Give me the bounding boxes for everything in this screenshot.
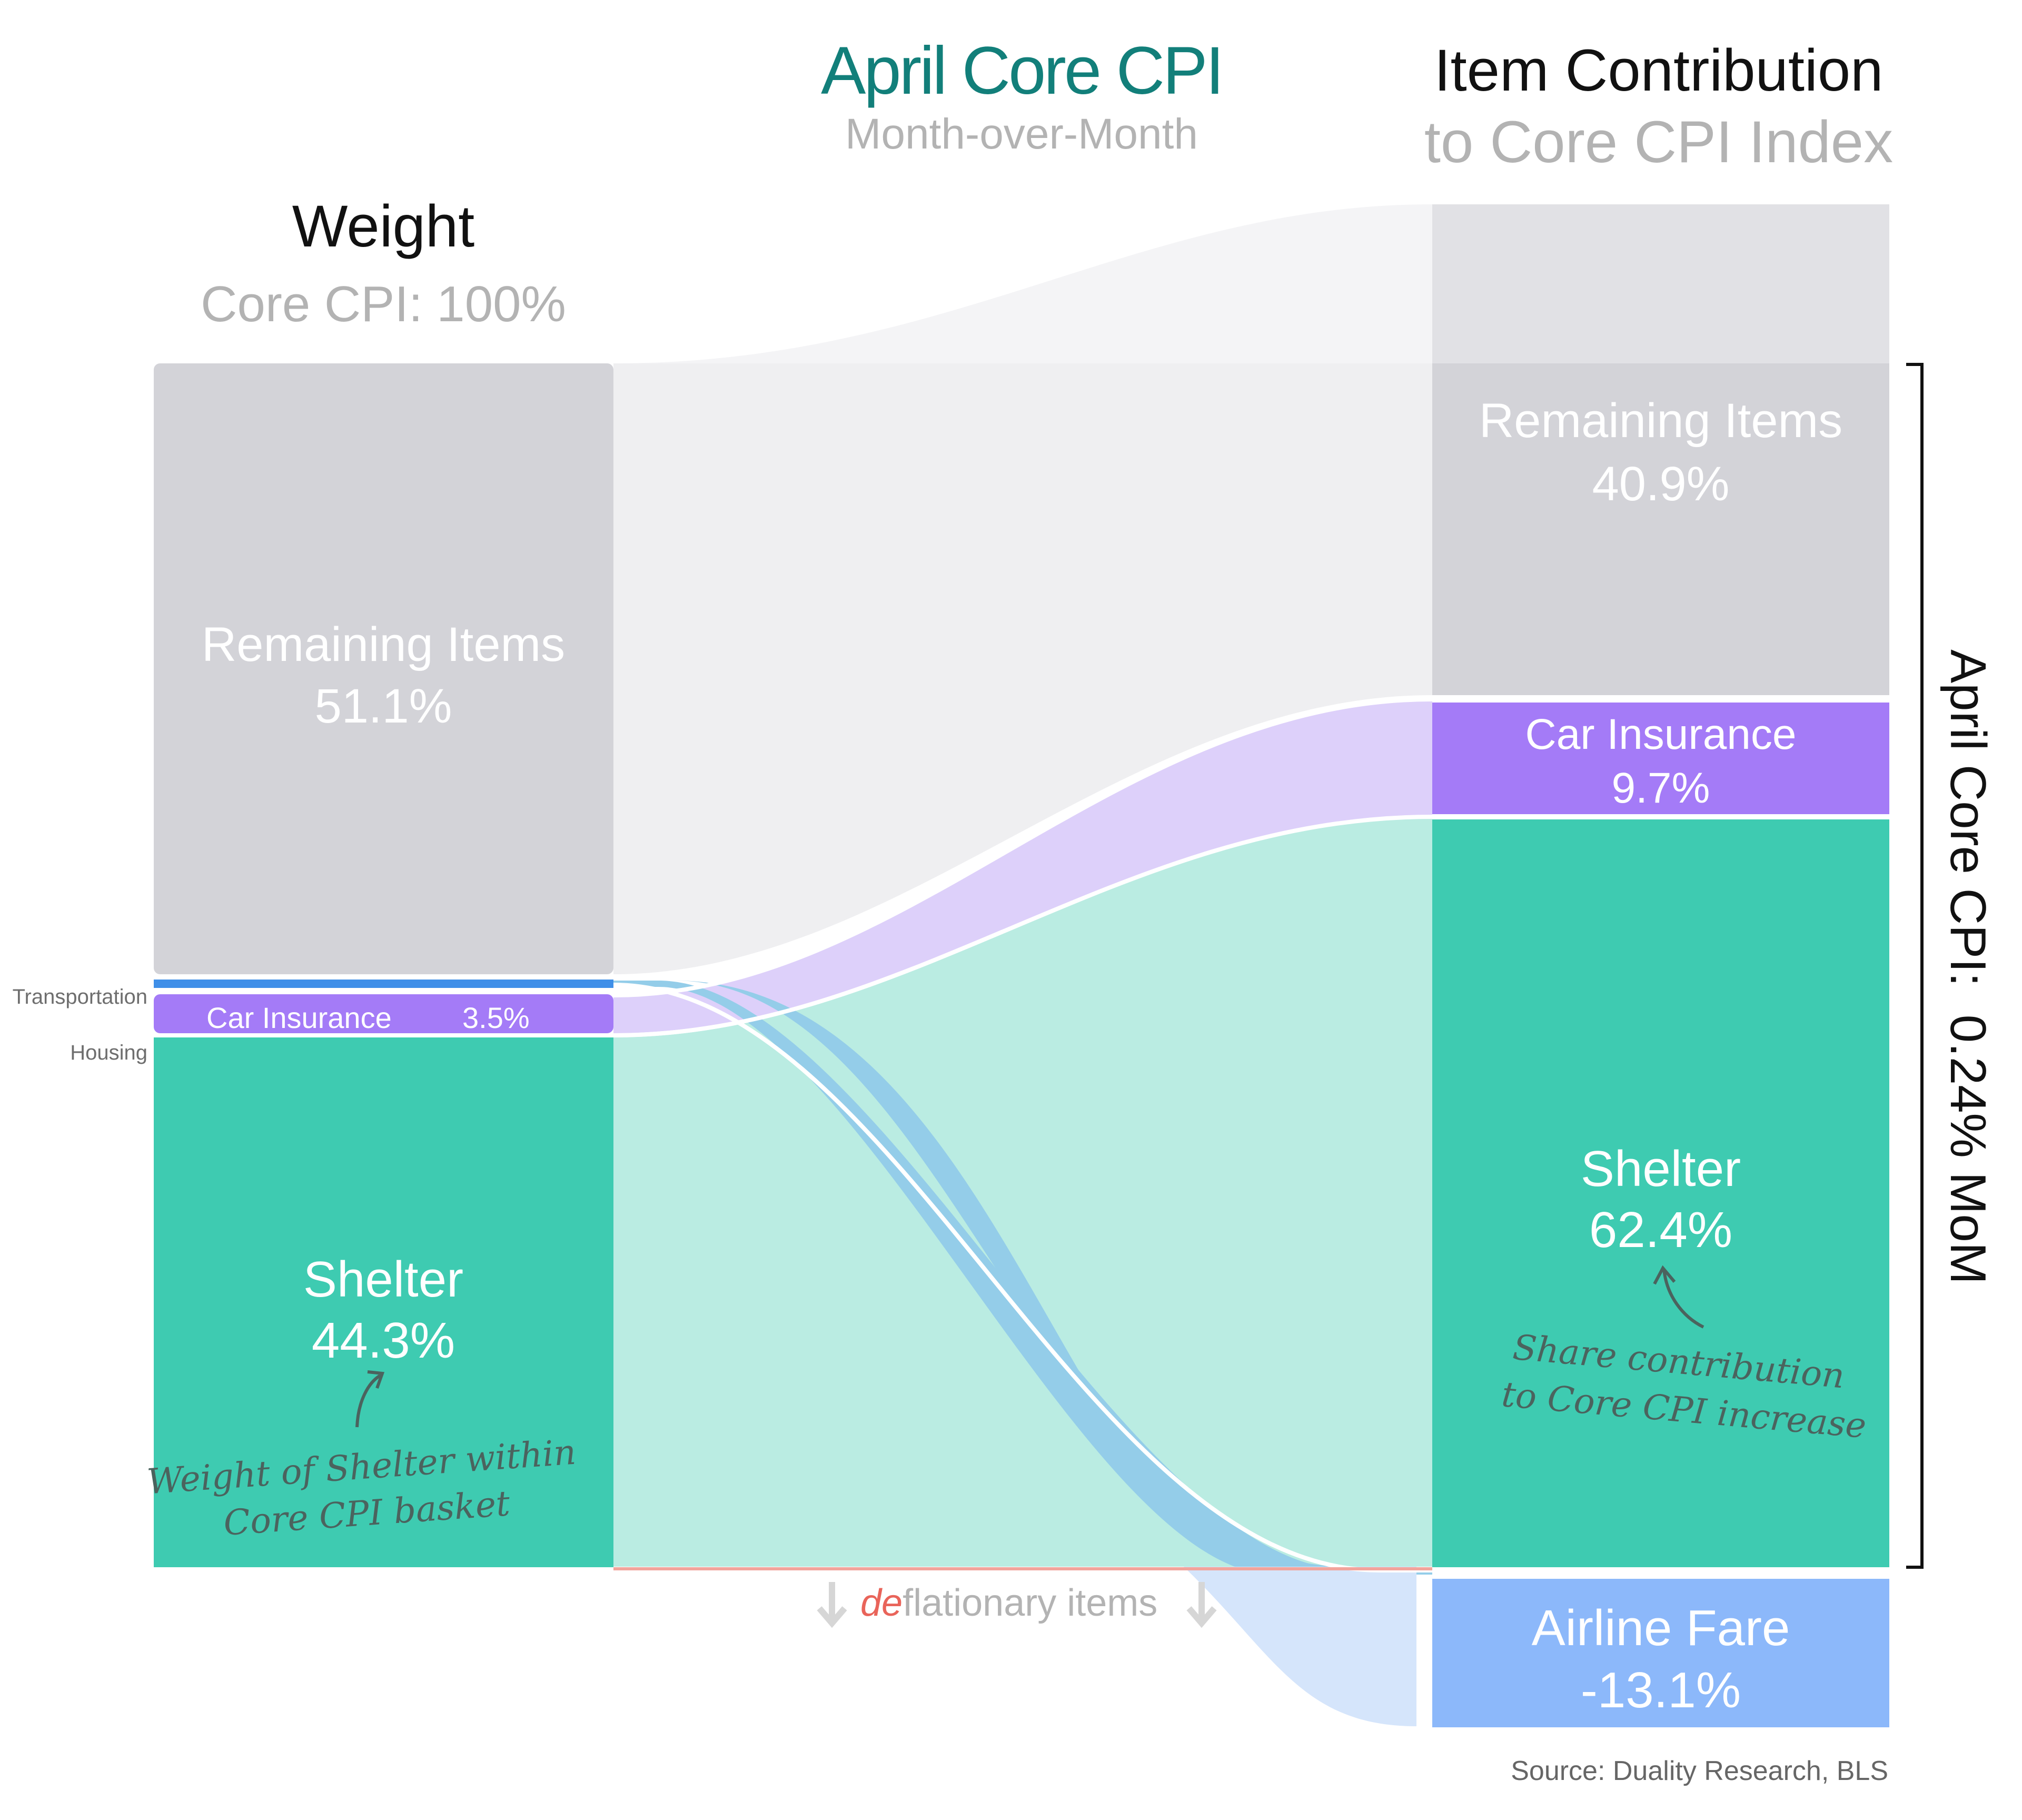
left-shelter-label: Shelter (303, 1251, 463, 1308)
airline-flow (674, 981, 1348, 1567)
left-car-insurance-bar (154, 994, 613, 1033)
right-car-insurance-value: 9.7% (1612, 764, 1710, 812)
left-airline-bar (154, 980, 613, 988)
right-car-insurance-label: Car Insurance (1525, 710, 1796, 758)
right-column-title: Item Contribution (1434, 37, 1884, 103)
total-bracket (1906, 363, 1924, 1569)
right-remaining-label: Remaining Items (1479, 394, 1842, 448)
left-remaining-label: Remaining Items (202, 618, 565, 671)
deflationary-prefix: de (860, 1582, 903, 1624)
left-nodes (154, 363, 613, 1567)
left-annotation-arrowhead (367, 1370, 385, 1389)
right-airline-label: Airline Fare (1532, 1600, 1790, 1656)
left-shelter-value: 44.3% (312, 1312, 455, 1369)
deflationary-label: deflationary items (817, 1582, 1217, 1628)
right-shelter-value: 62.4% (1589, 1202, 1732, 1258)
deflationary-text: deflationary items (860, 1582, 1157, 1624)
flow-separator-car-top (613, 697, 1433, 997)
right-car-insurance-bar (1432, 703, 1889, 814)
total-label: April Core CPI: 0.24% MoM (1940, 649, 1996, 1284)
right-shelter-label: Shelter (1581, 1141, 1741, 1197)
housing-label: Housing (70, 1041, 147, 1064)
left-column-subtitle: Core CPI: 100% (201, 276, 566, 332)
down-arrow-icon (1186, 1582, 1217, 1628)
flows (613, 204, 1433, 1726)
right-remaining-bar (1432, 363, 1889, 695)
right-airline-value: -13.1% (1581, 1662, 1741, 1718)
airline-flow-lower (1184, 1567, 1416, 1726)
transportation-label: Transportation (13, 985, 147, 1008)
left-remaining-bar (154, 363, 613, 974)
remaining-flow-top (613, 204, 1432, 363)
chart-title: April Core CPI (821, 33, 1222, 108)
right-annotation-arrow (1662, 1269, 1704, 1329)
deflationary-suffix: flationary items (903, 1582, 1157, 1624)
right-remaining-top-bar (1432, 204, 1889, 363)
left-annotation-arrow (355, 1374, 381, 1428)
down-arrow-icon (817, 1582, 847, 1628)
car-insurance-flow (613, 700, 1432, 1033)
left-remaining-value: 51.1% (315, 679, 452, 733)
shelter-flow (613, 817, 1432, 1567)
right-airline-bar (1432, 1579, 1889, 1727)
flow-separator-airline (613, 983, 1432, 1572)
right-remaining-value: 40.9% (1592, 457, 1730, 511)
right-shelter-bar (1432, 819, 1889, 1567)
source-note: Source: Duality Research, BLS (1511, 1756, 1888, 1786)
left-car-insurance-value: 3.5% (462, 1001, 530, 1034)
remaining-flow (613, 363, 1432, 974)
right-column-subtitle: to Core CPI Index (1424, 109, 1893, 175)
left-column-title: Weight (292, 193, 475, 259)
right-annotation-arrowhead (1653, 1265, 1676, 1285)
right-nodes (1432, 204, 1889, 1727)
left-car-insurance-label: Car Insurance (206, 1001, 392, 1034)
chart-subtitle: Month-over-Month (845, 110, 1198, 158)
left-shelter-bar (154, 1037, 613, 1567)
